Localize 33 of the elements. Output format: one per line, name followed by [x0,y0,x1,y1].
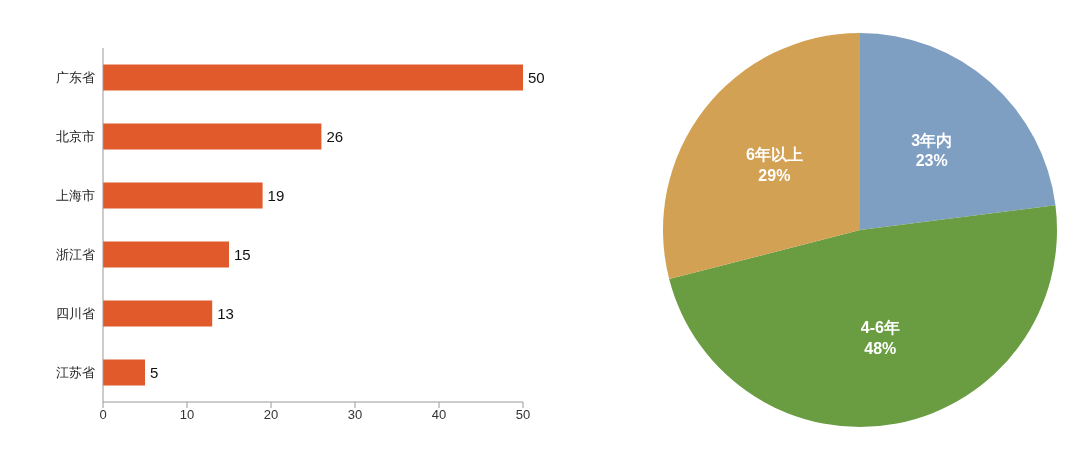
pie-slice [669,205,1057,427]
pie-slice [663,33,860,279]
data-label: 13 [217,304,234,322]
y-tick-label: 广东省 [56,70,95,86]
bar [103,182,263,209]
x-tick-label: 40 [431,407,447,423]
y-tick-label: 上海市 [56,188,95,204]
bar [103,300,213,327]
data-label: 50 [528,68,545,86]
pie-slice [860,33,1056,230]
y-tick-label: 浙江省 [56,247,95,263]
bar [103,359,145,386]
y-tick-label: 北京市 [56,129,95,145]
x-tick-label: 50 [515,407,531,423]
bar [103,123,322,150]
data-label: 5 [150,363,159,381]
x-tick-label: 30 [347,407,363,423]
x-tick-label: 20 [263,407,279,423]
data-label: 26 [326,127,344,145]
data-label: 23% [915,152,948,170]
x-tick-label: 0 [99,407,107,423]
slice-label: 6年以上 [745,146,803,164]
data-label: 19 [267,186,285,204]
y-tick-label: 江苏省 [56,365,95,381]
slice-label: 4-6年 [860,319,900,337]
bar [103,241,229,268]
data-label: 48% [864,340,897,358]
data-label: 15 [234,245,251,263]
y-tick-label: 四川省 [56,306,95,322]
slice-label: 3年内 [911,131,953,149]
data-label: 29% [758,167,791,185]
bar [103,64,523,91]
x-tick-label: 10 [179,407,195,423]
